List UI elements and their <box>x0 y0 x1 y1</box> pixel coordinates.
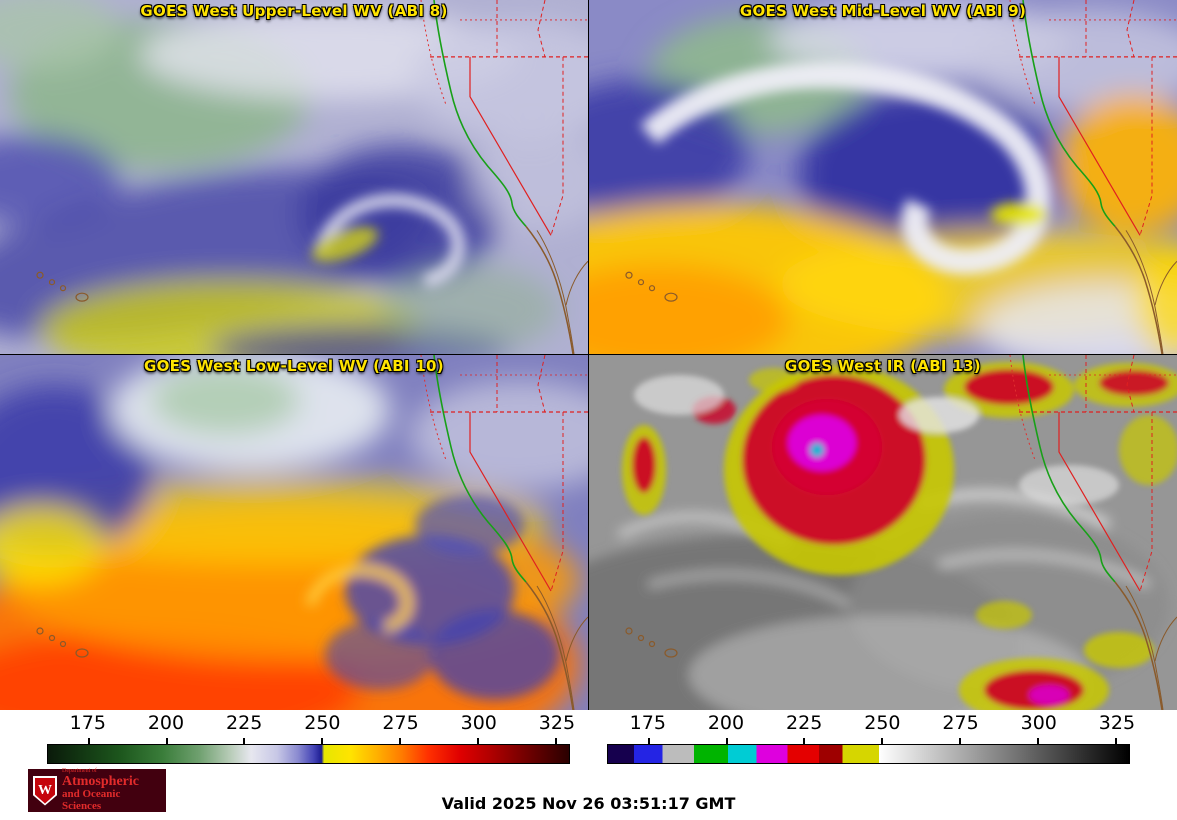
valid-timestamp: Valid 2025 Nov 26 03:51:17 GMT <box>441 794 736 813</box>
satellite-image-mid-wv <box>589 0 1177 354</box>
tick-mark <box>803 738 806 744</box>
tick-label: 175 <box>629 712 666 734</box>
tick-mark <box>87 738 90 744</box>
swirl-detail <box>305 495 560 700</box>
tick-label: 225 <box>786 712 823 734</box>
cold-cloud-tops <box>622 362 1177 710</box>
tick-mark <box>477 738 480 744</box>
tick-label: 300 <box>1020 712 1057 734</box>
satellite-image-ir <box>589 355 1177 710</box>
panel-mid-level-wv: GOES West Mid-Level WV (ABI 9) <box>589 0 1177 354</box>
panel-low-level-wv: GOES West Low-Level WV (ABI 10) <box>0 355 588 710</box>
logo-line-atmospheric: Atmospheric <box>62 773 139 789</box>
tick-mark <box>1037 738 1040 744</box>
tick-mark <box>399 738 402 744</box>
swirl-detail <box>640 61 1052 275</box>
tick-label: 300 <box>460 712 497 734</box>
moisture-field <box>589 0 1177 354</box>
uw-crest-icon: W <box>33 775 57 806</box>
satellite-image-upper-wv <box>0 0 588 354</box>
tick-mark <box>1114 738 1117 744</box>
wv-colorbar-tick-labels: 175 200 225 250 275 300 325 <box>47 710 575 736</box>
tick-label: 200 <box>707 712 745 734</box>
tick-label: 250 <box>304 712 341 734</box>
uw-aos-logo: W Department of Atmospheric and Oceanic … <box>28 768 166 812</box>
tick-mark <box>165 738 168 744</box>
tick-mark <box>725 738 728 744</box>
tick-label: 275 <box>382 712 419 734</box>
tick-label: 175 <box>69 712 106 734</box>
swirl-detail <box>311 193 466 289</box>
tick-mark <box>554 738 557 744</box>
tick-label: 200 <box>147 712 185 734</box>
moisture-field <box>0 0 588 354</box>
wv-colorbar-group: 175 200 225 250 275 300 325 <box>47 710 575 768</box>
uw-crest-letter: W <box>35 777 55 804</box>
ir-colorbar <box>607 738 1130 764</box>
logo-line-oceanic: and Oceanic Sciences <box>62 788 121 812</box>
panel-upper-level-wv: GOES West Upper-Level WV (ABI 8) <box>0 0 588 354</box>
logo-dept-line: Department of <box>62 768 97 775</box>
satellite-quad-grid: GOES West Upper-Level WV (ABI 8) <box>0 0 1177 710</box>
tick-label: 325 <box>538 712 576 734</box>
tick-label: 250 <box>864 712 901 734</box>
satellite-image-low-wv <box>0 355 588 710</box>
logo-text: Department of Atmospheric and Oceanic Sc… <box>62 768 161 812</box>
ir-colorbar-group: 175 200 225 250 275 300 325 <box>607 710 1135 768</box>
tick-label: 325 <box>1098 712 1136 734</box>
tick-mark <box>881 738 884 744</box>
tick-label: 275 <box>942 712 979 734</box>
tick-label: 225 <box>226 712 263 734</box>
tick-mark <box>243 738 246 744</box>
tick-mark <box>647 738 650 744</box>
ir-colorbar-tick-labels: 175 200 225 250 275 300 325 <box>607 710 1135 736</box>
tick-mark <box>321 738 324 744</box>
tick-mark <box>959 738 962 744</box>
wv-colorbar <box>47 738 570 764</box>
panel-ir: GOES West IR (ABI 13) <box>589 355 1177 710</box>
